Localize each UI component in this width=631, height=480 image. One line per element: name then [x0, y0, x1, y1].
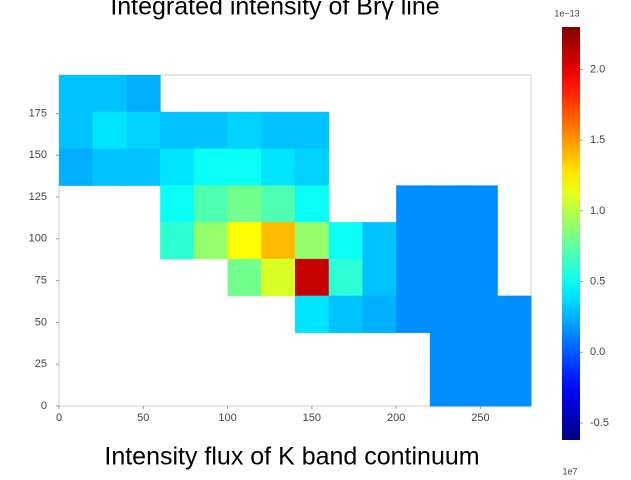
heatmap-cell — [464, 222, 498, 259]
page: Integrated intensity of Brγ line Intensi… — [0, 0, 631, 480]
x-tick-label: 0 — [56, 412, 62, 424]
chart: Integrated intensity of Brγ line Intensi… — [0, 0, 631, 480]
heatmap-cell — [464, 296, 498, 333]
colorbar-offset: 1e−13 — [554, 8, 579, 18]
heatmap-cell — [396, 185, 430, 222]
y-tick-label: 50 — [35, 316, 47, 328]
heatmap-cell — [329, 222, 363, 259]
heatmap-cell — [497, 296, 531, 333]
heatmap-cell — [295, 185, 329, 222]
heatmap-cell — [329, 259, 363, 296]
heatmap-cell — [59, 112, 93, 149]
heatmap-cell — [362, 259, 396, 296]
y-tick-label: 100 — [29, 233, 47, 245]
offset-label: 1e7 — [562, 466, 577, 476]
caption: Intensity flux of K band continuum — [104, 443, 479, 471]
heatmap-cell — [295, 259, 329, 296]
heatmap-cell — [430, 259, 464, 296]
heatmap-cell — [430, 332, 464, 369]
x-tick-label: 50 — [137, 412, 149, 424]
heatmap-cell — [464, 259, 498, 296]
chart-title: Integrated intensity of Brγ line — [110, 0, 439, 21]
colorbar-tick-label: 0.5 — [590, 275, 605, 287]
heatmap-cell — [228, 222, 262, 259]
heatmap-cell — [295, 112, 329, 149]
heatmap-cell — [430, 369, 464, 406]
heatmap-cell — [126, 112, 160, 149]
heatmap-cell — [464, 369, 498, 406]
colorbar-tick-label: -0.5 — [590, 417, 609, 429]
heatmap-cell — [430, 296, 464, 333]
y-tick-label: 0 — [41, 400, 47, 412]
colorbar-tick-label: 0.0 — [590, 346, 605, 358]
heatmap-cell — [228, 185, 262, 222]
heatmap-cell — [126, 149, 160, 186]
heatmap-cell — [160, 185, 194, 222]
heatmap-cell — [160, 149, 194, 186]
heatmap-cell — [497, 369, 531, 406]
heatmap-cell — [430, 222, 464, 259]
heatmap-cell — [295, 149, 329, 186]
heatmap-cell — [464, 185, 498, 222]
heatmap-cell — [59, 149, 93, 186]
colorbar-tick-label: 2.0 — [590, 63, 605, 75]
colorbar — [562, 27, 580, 440]
heatmap-cell — [261, 149, 295, 186]
heatmap-cell — [396, 296, 430, 333]
heatmap-cell — [362, 222, 396, 259]
heatmap-cell — [362, 296, 396, 333]
heatmap-cell — [261, 222, 295, 259]
heatmap-cell — [430, 185, 464, 222]
x-tick-label: 100 — [218, 412, 236, 424]
heatmap-cell — [396, 259, 430, 296]
y-tick-label: 25 — [35, 358, 47, 370]
y-tick-label: 150 — [29, 149, 47, 161]
heatmap-cell — [497, 332, 531, 369]
heatmap-cell — [93, 149, 127, 186]
heatmap-cell — [261, 185, 295, 222]
y-tick-label: 175 — [29, 107, 47, 119]
y-tick-label: 125 — [29, 191, 47, 203]
heatmap-cell — [295, 296, 329, 333]
heatmap-cell — [160, 222, 194, 259]
x-tick-label: 250 — [471, 412, 489, 424]
heatmap-cell — [396, 222, 430, 259]
heatmap-cell — [228, 112, 262, 149]
heatmap-cell — [194, 149, 228, 186]
heatmap-cell — [261, 112, 295, 149]
heatmap-cell — [464, 332, 498, 369]
heatmap-cell — [295, 222, 329, 259]
y-tick-label: 75 — [35, 275, 47, 287]
heatmap-cell — [329, 296, 363, 333]
colorbar-tick-label: 1.5 — [590, 134, 605, 146]
heatmap-cell — [194, 185, 228, 222]
heatmap-cell — [228, 259, 262, 296]
heatmap-cell — [261, 259, 295, 296]
heatmap-cell — [194, 222, 228, 259]
heatmap-cell — [59, 75, 93, 112]
heatmap-cell — [126, 75, 160, 112]
heatmap-cell — [93, 75, 127, 112]
heatmap-cell — [228, 149, 262, 186]
x-tick-label: 200 — [387, 412, 405, 424]
heatmap-cell — [194, 112, 228, 149]
colorbar-tick-label: 1.0 — [590, 205, 605, 217]
heatmap-cell — [160, 112, 194, 149]
heatmap-cell — [93, 112, 127, 149]
x-tick-label: 150 — [303, 412, 321, 424]
